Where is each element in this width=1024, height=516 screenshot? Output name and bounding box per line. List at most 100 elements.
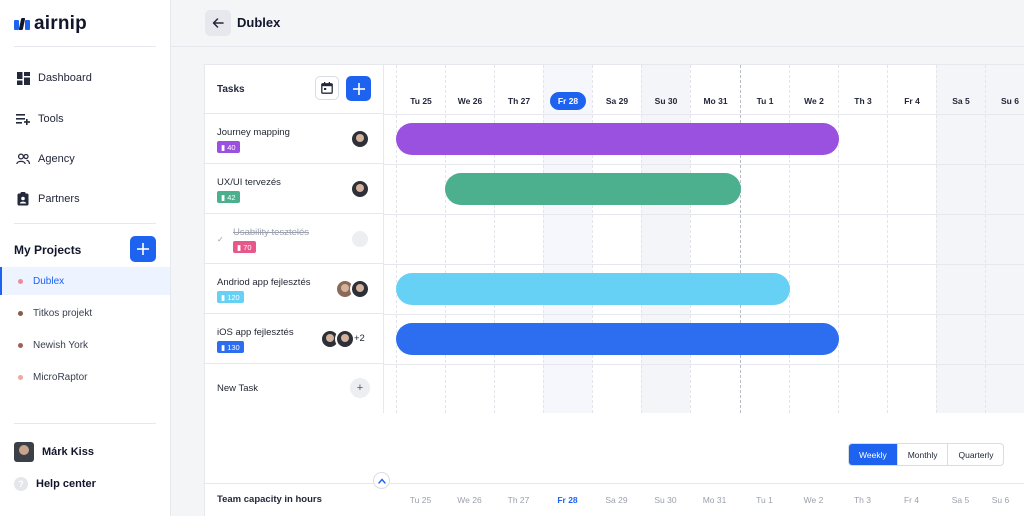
check-icon[interactable]: ✓	[217, 235, 224, 244]
nav-item-tools[interactable]: Tools	[16, 109, 64, 129]
day-column: We 26	[445, 65, 494, 413]
task-row[interactable]: Andriod app fejlesztés ▮ 120	[205, 264, 383, 314]
back-button[interactable]	[205, 10, 231, 36]
day-column: Sa 29	[592, 65, 641, 413]
day-label: We 2	[804, 96, 824, 106]
badge-value: 130	[227, 342, 240, 352]
zoom-quarterly[interactable]: Quarterly	[947, 444, 1003, 465]
new-task-label: New Task	[217, 383, 259, 394]
day-label: Su 30	[654, 96, 678, 106]
calendar-button[interactable]	[315, 76, 339, 100]
help-center-link[interactable]: ? Help center	[14, 477, 96, 491]
capacity-day: Su 6	[991, 495, 1010, 505]
row-line	[384, 314, 1024, 315]
zoom-weekly[interactable]: Weekly	[849, 444, 897, 465]
day-label: Sa 5	[952, 96, 970, 106]
project-item-microraptor[interactable]: MicroRaptor	[0, 363, 170, 391]
row-line	[384, 164, 1024, 165]
day-label-today: Fr 28	[550, 92, 586, 110]
help-icon: ?	[14, 477, 28, 491]
assignee-avatar[interactable]	[335, 329, 355, 349]
add-task-button[interactable]	[346, 76, 371, 101]
extra-assignees-count[interactable]: +2	[354, 333, 365, 344]
capacity-day: Tu 25	[409, 495, 432, 505]
partners-icon	[16, 192, 30, 206]
dashboard-icon	[16, 71, 30, 85]
timeline-zoom-toggle: Weekly Monthly Quarterly	[848, 443, 1005, 466]
arrow-left-icon	[212, 18, 224, 28]
header-divider	[171, 46, 1024, 47]
nav-item-dashboard[interactable]: Dashboard	[16, 68, 92, 88]
page-title: Dublex	[237, 15, 281, 30]
capacity-day: We 2	[803, 495, 824, 505]
capacity-label: Team capacity in hours	[217, 494, 322, 505]
task-hours-badge: ▮ 42	[217, 191, 240, 203]
assignee-avatar[interactable]	[350, 279, 370, 299]
task-name: Andriod app fejlesztés	[217, 277, 311, 288]
task-row[interactable]: ✓ Usability tesztelés ▮ 70	[205, 214, 383, 264]
task-bar-ux-ui[interactable]	[445, 173, 741, 205]
task-row[interactable]: UX/UI tervezés ▮ 42	[205, 164, 383, 214]
day-column: Tu 25	[396, 65, 445, 413]
task-name: Usability tesztelés	[233, 227, 310, 238]
assignee-avatar[interactable]	[350, 179, 370, 199]
day-column: Sa 5	[936, 65, 985, 413]
project-dot	[18, 310, 23, 316]
project-item-newish-york[interactable]: Newish York	[0, 331, 170, 359]
capacity-day: Sa 5	[951, 495, 970, 505]
day-column: We 2	[789, 65, 838, 413]
new-task-row[interactable]: New Task +	[205, 364, 383, 414]
task-bar-android[interactable]	[396, 273, 790, 305]
nav-item-partners[interactable]: Partners	[16, 189, 80, 209]
task-bar-ios[interactable]	[396, 323, 839, 355]
user-profile[interactable]: Márk Kiss	[14, 442, 94, 462]
project-label: Dublex	[33, 275, 65, 287]
tasks-label: Tasks	[217, 84, 245, 95]
capacity-day: Tu 1	[756, 495, 773, 505]
task-bar-journey-mapping[interactable]	[396, 123, 839, 155]
task-hours-badge: ▮ 40	[217, 141, 240, 153]
add-project-button[interactable]	[130, 236, 156, 262]
capacity-day: Su 30	[654, 495, 677, 505]
logo-icon	[14, 17, 30, 31]
project-item-dublex[interactable]: Dublex	[0, 267, 170, 295]
day-label: Mo 31	[703, 96, 728, 106]
task-row[interactable]: iOS app fejlesztés ▮ 130 +2	[205, 314, 383, 364]
chevron-up-icon	[377, 477, 386, 484]
day-column: Tu 1	[740, 65, 789, 413]
row-line	[384, 264, 1024, 265]
nav-item-agency[interactable]: Agency	[16, 149, 75, 169]
assignee-placeholder[interactable]	[350, 229, 370, 249]
task-hours-badge: ▮ 70	[233, 241, 256, 253]
task-name: iOS app fejlesztés	[217, 327, 294, 338]
day-label: Th 3	[854, 96, 872, 106]
badge-value: 120	[227, 292, 240, 302]
help-label: Help center	[36, 478, 96, 490]
app-logo[interactable]: airnip	[14, 13, 87, 35]
plus-icon	[137, 243, 149, 255]
day-label: Tu 25	[410, 96, 432, 106]
day-label: We 26	[457, 96, 483, 106]
tools-icon	[16, 112, 30, 126]
add-new-task-button[interactable]: +	[350, 378, 370, 398]
badge-value: 42	[227, 192, 236, 202]
collapse-capacity-button[interactable]	[373, 472, 390, 489]
plus-icon	[352, 82, 365, 95]
task-hours-badge: ▮ 120	[217, 291, 244, 303]
row-line	[384, 214, 1024, 215]
project-item-titkos-projekt[interactable]: Titkos projekt	[0, 299, 170, 327]
divider	[14, 46, 156, 47]
task-hours-badge: ▮ 130	[217, 341, 244, 353]
zoom-monthly[interactable]: Monthly	[896, 444, 948, 465]
day-column-today: Fr 28	[543, 65, 592, 413]
assignee-avatar[interactable]	[350, 129, 370, 149]
day-label: Tu 1	[756, 96, 774, 106]
nav-label: Dashboard	[38, 72, 92, 84]
day-label: Sa 29	[605, 96, 629, 106]
day-column: Su 6	[985, 65, 1024, 413]
day-column: Th 27	[494, 65, 543, 413]
user-name: Márk Kiss	[42, 446, 94, 458]
agency-icon	[16, 152, 30, 166]
nav-label: Agency	[38, 153, 75, 165]
task-row[interactable]: Journey mapping ▮ 40	[205, 114, 383, 164]
